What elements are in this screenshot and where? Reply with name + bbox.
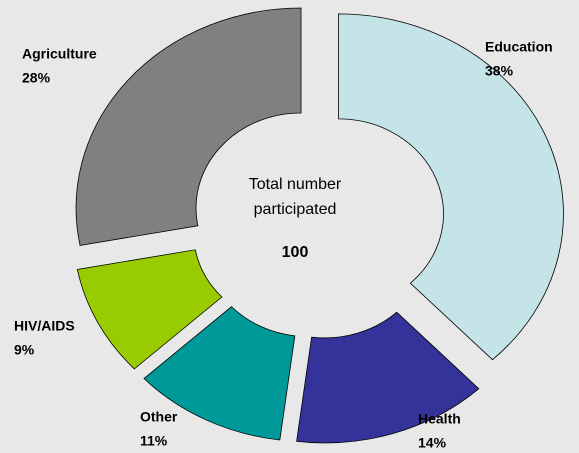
donut-segment <box>143 306 296 441</box>
segment-value-label: 14% <box>418 435 447 451</box>
segment-label: HIV/AIDS <box>14 318 75 334</box>
segment-value-label: 11% <box>140 433 168 449</box>
segment-label: Agriculture <box>22 46 97 62</box>
center-value: 100 <box>282 244 309 261</box>
donut-segment <box>76 249 223 370</box>
segment-label: Education <box>485 39 553 55</box>
center-label: Total number participated <box>248 176 342 218</box>
donut-segment <box>338 13 564 361</box>
donut-segment <box>75 7 302 246</box>
segment-value-label: 28% <box>22 70 51 86</box>
donut-segment <box>296 311 480 444</box>
segment-label: Health <box>418 411 461 427</box>
segment-value-label: 38% <box>485 63 514 79</box>
center-label-box: Total number participated <box>248 176 342 218</box>
segment-label: Other <box>140 409 178 425</box>
segment-value-label: 9% <box>14 342 35 358</box>
